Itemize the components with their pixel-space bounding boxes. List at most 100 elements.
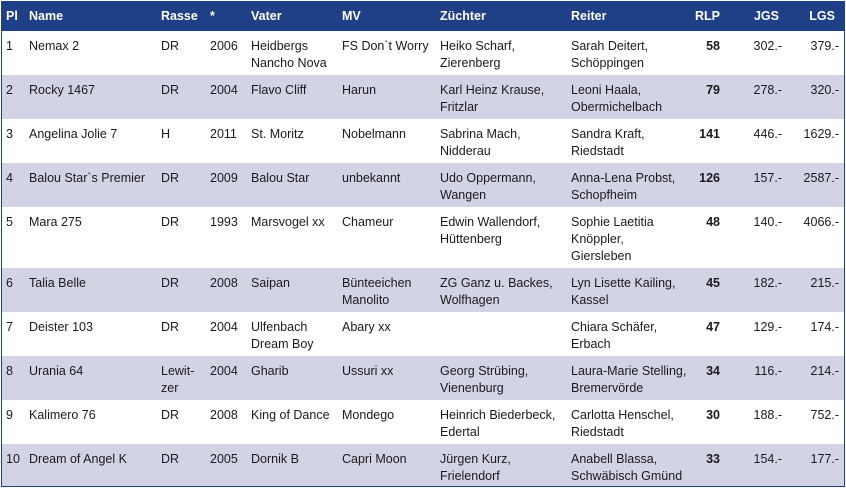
cell-jgs: 154.-: [753, 452, 783, 466]
cell-jgs: 188.-: [753, 408, 783, 422]
table-row: 4 Balou Star`s Premier DR 2009 Balou Star unb…: [2, 163, 844, 207]
header-mv: MV: [342, 9, 361, 23]
cell-zuechter: Sabrina Mach, Nidderau: [440, 127, 521, 158]
cell-year: 1993: [210, 215, 238, 229]
cell-rasse: DR: [161, 83, 180, 97]
cell-vater: Saipan: [251, 276, 290, 290]
cell-lgs: 215.-: [810, 276, 840, 290]
table-row: 3 Angelina Jolie 7 H 2011 St. Moritz Nobelman…: [2, 119, 844, 163]
cell-jgs: 129.-: [753, 320, 783, 334]
cell-mv: FS Don`t Worry: [342, 39, 429, 53]
cell-year: 2008: [210, 408, 238, 422]
cell-vater: King of Dance: [251, 408, 330, 422]
cell-pl: 10: [6, 452, 20, 466]
cell-rasse: DR: [161, 39, 180, 53]
cell-reiter: Chiara Schäfer, Erbach: [571, 320, 658, 351]
cell-zuechter: Heinrich Biederbeck, Edertal: [440, 408, 556, 439]
cell-mv: Abary xx: [342, 320, 391, 334]
cell-year: 2011: [210, 127, 237, 141]
header-name: Name: [29, 9, 64, 23]
cell-reiter: Anabell Blassa, Schwäbisch Gmünd: [571, 452, 683, 483]
table-header: Pl Name Rasse * Vater MV Züchter Reiter …: [2, 2, 844, 31]
cell-rlp: 126: [699, 171, 720, 185]
cell-zuechter: Edwin Wallendorf, Hüttenberg: [440, 215, 541, 246]
header-rasse: Rasse: [161, 9, 198, 23]
cell-name: Rocky 1467: [29, 83, 96, 97]
cell-vater: St. Moritz: [251, 127, 304, 141]
cell-jgs: 140.-: [753, 215, 783, 229]
cell-pl: 5: [6, 215, 13, 229]
cell-mv: Ussuri xx: [342, 364, 394, 378]
cell-zuechter: Jürgen Kurz, Frielendorf: [440, 452, 511, 483]
cell-reiter: Anna-Lena Probst, Schopfheim: [571, 171, 676, 202]
cell-lgs: 379.-: [810, 39, 840, 53]
cell-rlp: 33: [706, 452, 720, 466]
cell-mv: Chameur: [342, 215, 394, 229]
cell-reiter: Sophie Laetitia Knöppler, Giersleben: [571, 215, 654, 263]
header-zuechter: Züchter: [440, 9, 486, 23]
cell-lgs: 174.-: [810, 320, 840, 334]
cell-rasse: DR: [161, 408, 180, 422]
cell-mv: Bünteeichen Manolito: [342, 276, 412, 307]
header-pl: Pl: [6, 9, 18, 23]
cell-rlp: 30: [706, 408, 720, 422]
cell-reiter: Leoni Haala, Obermichelbach: [571, 83, 663, 114]
cell-pl: 6: [6, 276, 13, 290]
cell-name: Talia Belle: [29, 276, 86, 290]
cell-zuechter: Udo Oppermann, Wangen: [440, 171, 536, 202]
cell-jgs: 116.-: [754, 364, 782, 378]
cell-lgs: 4066.-: [803, 215, 839, 229]
cell-name: Nemax 2: [29, 39, 80, 53]
cell-rlp: 45: [706, 276, 720, 290]
cell-lgs: 177.-: [810, 452, 840, 466]
cell-jgs: 278.-: [753, 83, 783, 97]
cell-year: 2009: [210, 171, 238, 185]
cell-rasse: DR: [161, 215, 180, 229]
header-vater: Vater: [251, 9, 282, 23]
cell-jgs: 302.-: [753, 39, 783, 53]
cell-lgs: 320.-: [810, 83, 840, 97]
cell-name: Kalimero 76: [29, 408, 96, 422]
cell-pl: 7: [6, 320, 13, 334]
cell-mv: unbekannt: [342, 171, 401, 185]
table-row: 9 Kalimero 76 DR 2008 King of Dance Mondego He…: [2, 400, 844, 444]
cell-rlp: 34: [706, 364, 720, 378]
cell-reiter: Carlotta Henschel, Riedstadt: [571, 408, 674, 439]
cell-vater: Dornik B: [251, 452, 299, 466]
header-year: *: [210, 9, 215, 23]
cell-pl: 1: [6, 39, 13, 53]
cell-mv: Capri Moon: [342, 452, 407, 466]
table-row: 7 Deister 103 DR 2004 Ulfenbach Dream Boy Aba…: [2, 312, 844, 356]
cell-reiter: Sandra Kraft, Riedstadt: [571, 127, 645, 158]
cell-name: Angelina Jolie 7: [29, 127, 118, 141]
cell-mv: Mondego: [342, 408, 395, 422]
cell-reiter: Lyn Lisette Kailing, Kassel: [571, 276, 676, 307]
table-row: 2 Rocky 1467 DR 2004 Flavo Cliff Harun Karl He…: [2, 75, 844, 119]
table-row: 10 Dream of Angel K DR 2005 Dornik B Capri Mo…: [2, 444, 844, 486]
cell-reiter: Sarah Deitert, Schöppingen: [571, 39, 649, 70]
cell-year: 2005: [210, 452, 238, 466]
table-row: 1 Nemax 2 DR 2006 Heidbergs Nancho Nova FS Do…: [2, 31, 844, 75]
cell-rasse: DR: [161, 171, 180, 185]
cell-rlp: 79: [706, 83, 720, 97]
cell-name: Mara 275: [29, 215, 82, 229]
cell-rasse: DR: [161, 452, 180, 466]
cell-jgs: 182.-: [753, 276, 783, 290]
cell-zuechter: Georg Strübing, Vienenburg: [440, 364, 529, 395]
cell-pl: 3: [6, 127, 13, 141]
cell-year: 2008: [210, 276, 238, 290]
cell-vater: Flavo Cliff: [251, 83, 307, 97]
cell-zuechter: [440, 312, 568, 319]
cell-year: 2004: [210, 364, 238, 378]
cell-pl: 9: [6, 408, 13, 422]
cell-jgs: 446.-: [753, 127, 783, 141]
cell-year: 2006: [210, 39, 238, 53]
table-row: 6 Talia Belle DR 2008 Saipan Bünteeichen Mano…: [2, 268, 844, 312]
cell-rlp: 47: [706, 320, 720, 334]
cell-rasse: Lewit- zer: [161, 364, 195, 395]
cell-name: Balou Star`s Premier: [29, 171, 146, 185]
cell-lgs: 2587.-: [803, 171, 839, 185]
cell-zuechter: Karl Heinz Krause, Fritzlar: [440, 83, 545, 114]
header-reiter: Reiter: [571, 9, 607, 23]
